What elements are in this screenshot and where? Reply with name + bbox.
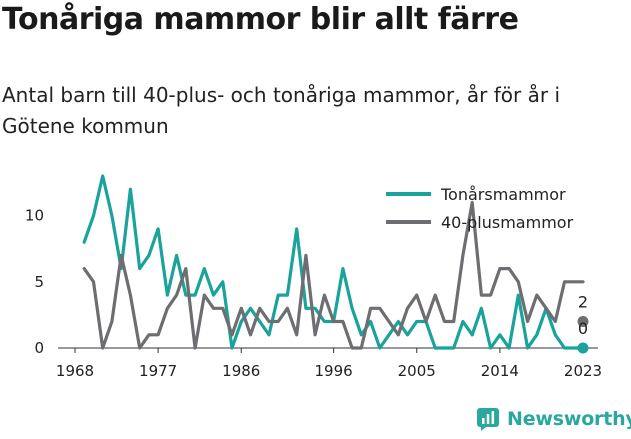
newsworthy-logo-icon xyxy=(477,408,499,431)
legend-label: 40-plusmammor xyxy=(441,213,574,232)
brand-name: Newsworthy xyxy=(507,408,631,430)
x-tick-label: 1996 xyxy=(315,362,353,380)
end-value-label: 2 xyxy=(578,293,588,312)
x-tick-label: 2014 xyxy=(481,362,519,380)
x-tick-label: 2005 xyxy=(398,362,436,380)
x-tick-label: 1986 xyxy=(222,362,260,380)
newsworthy-brand: Newsworthy xyxy=(476,407,631,431)
end-value-label: 0 xyxy=(578,319,588,338)
end-point-marker xyxy=(577,316,589,328)
y-tick-label: 5 xyxy=(34,273,44,291)
y-tick-label: 0 xyxy=(34,339,44,357)
chart-title: Tonåriga mammor blir allt färre xyxy=(2,2,519,37)
x-tick-label: 1977 xyxy=(139,362,177,380)
x-tick-label: 2023 xyxy=(564,362,602,380)
chart-subtitle: Antal barn till 40-plus- och tonåriga ma… xyxy=(2,83,561,138)
series-line-40-plusmammor xyxy=(82,200,585,350)
x-tick-label: 1968 xyxy=(56,362,94,380)
end-point-marker xyxy=(577,342,589,354)
legend-label: Tonårsmammor xyxy=(440,185,566,204)
y-tick-label: 10 xyxy=(25,207,44,225)
